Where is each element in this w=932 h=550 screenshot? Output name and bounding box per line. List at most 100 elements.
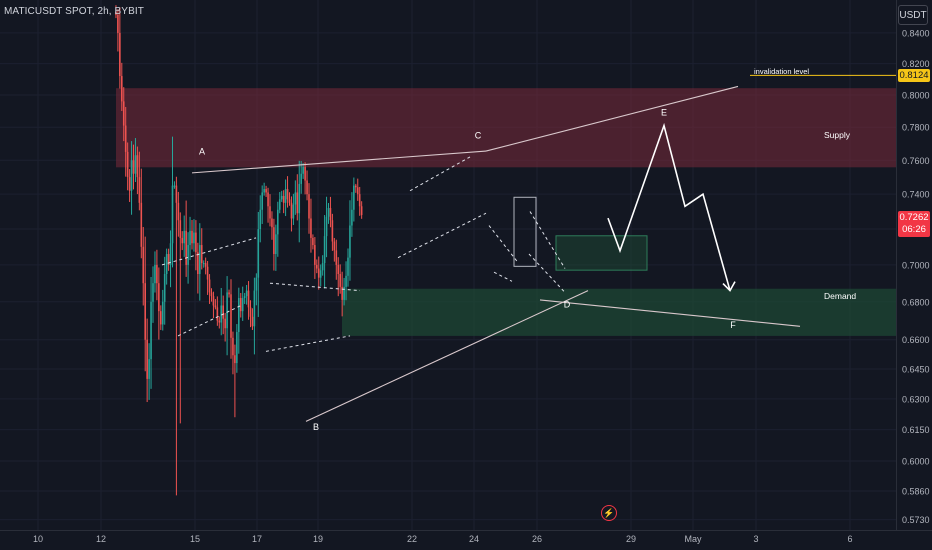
bar-countdown: 06:26 <box>902 224 926 235</box>
price-tick-label: 0.7400 <box>902 190 930 200</box>
time-tick-label: 6 <box>847 534 852 544</box>
candle-body <box>271 218 273 228</box>
upper-trendline-extension <box>485 85 739 152</box>
candle-body <box>161 301 164 325</box>
candle-body <box>160 311 162 325</box>
flag-channel-line <box>529 211 566 269</box>
candle-body <box>312 237 314 246</box>
candle-body <box>351 209 353 226</box>
candle-body <box>138 177 141 203</box>
candle-body <box>220 305 223 323</box>
candle-body <box>115 11 117 15</box>
candle-body <box>128 177 131 191</box>
invalidation-label: invalidation level <box>754 67 809 76</box>
candle-body <box>337 264 340 275</box>
candle-body <box>314 245 316 265</box>
projection-arrowhead <box>722 281 736 292</box>
candle-body <box>177 202 180 221</box>
candle-body <box>121 76 123 102</box>
flag-channel-line <box>397 212 487 259</box>
price-tick-label: 0.6800 <box>902 297 930 307</box>
candle-body <box>323 236 326 264</box>
candle-body <box>356 187 359 195</box>
candle-body <box>306 180 308 195</box>
candle-body <box>238 298 240 333</box>
candle-body <box>286 189 289 200</box>
time-tick-label: 10 <box>33 534 43 544</box>
candle-body <box>259 209 262 230</box>
time-tick-label: 22 <box>407 534 417 544</box>
candle-body <box>316 264 318 269</box>
flag-channel-line <box>488 225 518 262</box>
candle-body <box>150 301 152 360</box>
demand-trendline-d-f <box>539 299 801 327</box>
candle-body <box>263 189 265 193</box>
wave-label-a: A <box>199 146 205 156</box>
candle-body <box>165 254 168 275</box>
candle-body <box>156 264 158 284</box>
time-tick-label: 24 <box>469 534 479 544</box>
candle-body <box>349 225 351 258</box>
wave-label-d: D <box>564 299 571 309</box>
candle-body <box>347 257 349 276</box>
candle-body <box>144 283 146 340</box>
candle-body <box>202 263 205 265</box>
price-tick-label: 0.5860 <box>902 487 930 497</box>
candle-body <box>275 234 277 255</box>
consolidation-box <box>513 196 537 267</box>
price-tick-label: 0.8000 <box>902 91 930 101</box>
candle-body <box>179 220 182 238</box>
candle-body <box>341 286 343 300</box>
candle-body <box>298 183 301 214</box>
candle-body <box>249 307 252 317</box>
candle-body <box>290 202 293 219</box>
candle-body <box>247 290 250 308</box>
candle-body <box>163 274 166 302</box>
target-box <box>555 235 648 271</box>
candle-body <box>239 298 242 312</box>
price-tick-label: 0.6600 <box>902 335 930 345</box>
candle-body <box>236 332 238 364</box>
candle-body <box>140 202 143 247</box>
candle-body <box>187 245 189 265</box>
candle-body <box>195 232 197 253</box>
candle-body <box>358 194 361 207</box>
candle-body <box>124 125 127 152</box>
time-tick-label: 19 <box>313 534 323 544</box>
time-tick-label: 29 <box>626 534 636 544</box>
candle-body <box>199 245 201 275</box>
invalidation-price-tag: 0.8124 <box>898 69 930 82</box>
price-tick-label: 0.6150 <box>902 425 930 435</box>
price-tick-label: 0.6450 <box>902 364 930 374</box>
candle-body <box>241 298 244 312</box>
candle-body <box>319 270 322 278</box>
candle-body <box>218 320 221 323</box>
price-tick-label: 0.7000 <box>902 260 930 270</box>
wave-label-f: F <box>730 320 736 330</box>
candle-body <box>329 208 332 221</box>
candle-body <box>204 263 207 267</box>
candle-body <box>267 192 269 207</box>
currency-button[interactable]: USDT <box>898 5 928 25</box>
demand-label: Demand <box>824 291 856 301</box>
candle-body <box>360 206 363 215</box>
lightning-icon[interactable]: ⚡ <box>601 505 617 521</box>
time-tick-label: May <box>684 534 702 544</box>
candle-body <box>208 279 211 293</box>
candle-body <box>130 160 133 191</box>
candle-body <box>278 199 281 210</box>
candle-body <box>216 307 219 321</box>
price-tick-label: 0.6000 <box>902 457 930 467</box>
candle-body <box>245 290 248 297</box>
candle-body <box>181 237 184 244</box>
supply-label: Supply <box>824 130 851 140</box>
candle-body <box>288 199 291 203</box>
time-tick-label: 12 <box>96 534 106 544</box>
candle-body <box>228 292 230 295</box>
price-tick-label: 0.7800 <box>902 123 930 133</box>
candle-body <box>253 290 256 327</box>
candle-body <box>300 173 302 184</box>
upper-trendline-a-c <box>191 150 487 174</box>
candle-body <box>296 192 299 214</box>
